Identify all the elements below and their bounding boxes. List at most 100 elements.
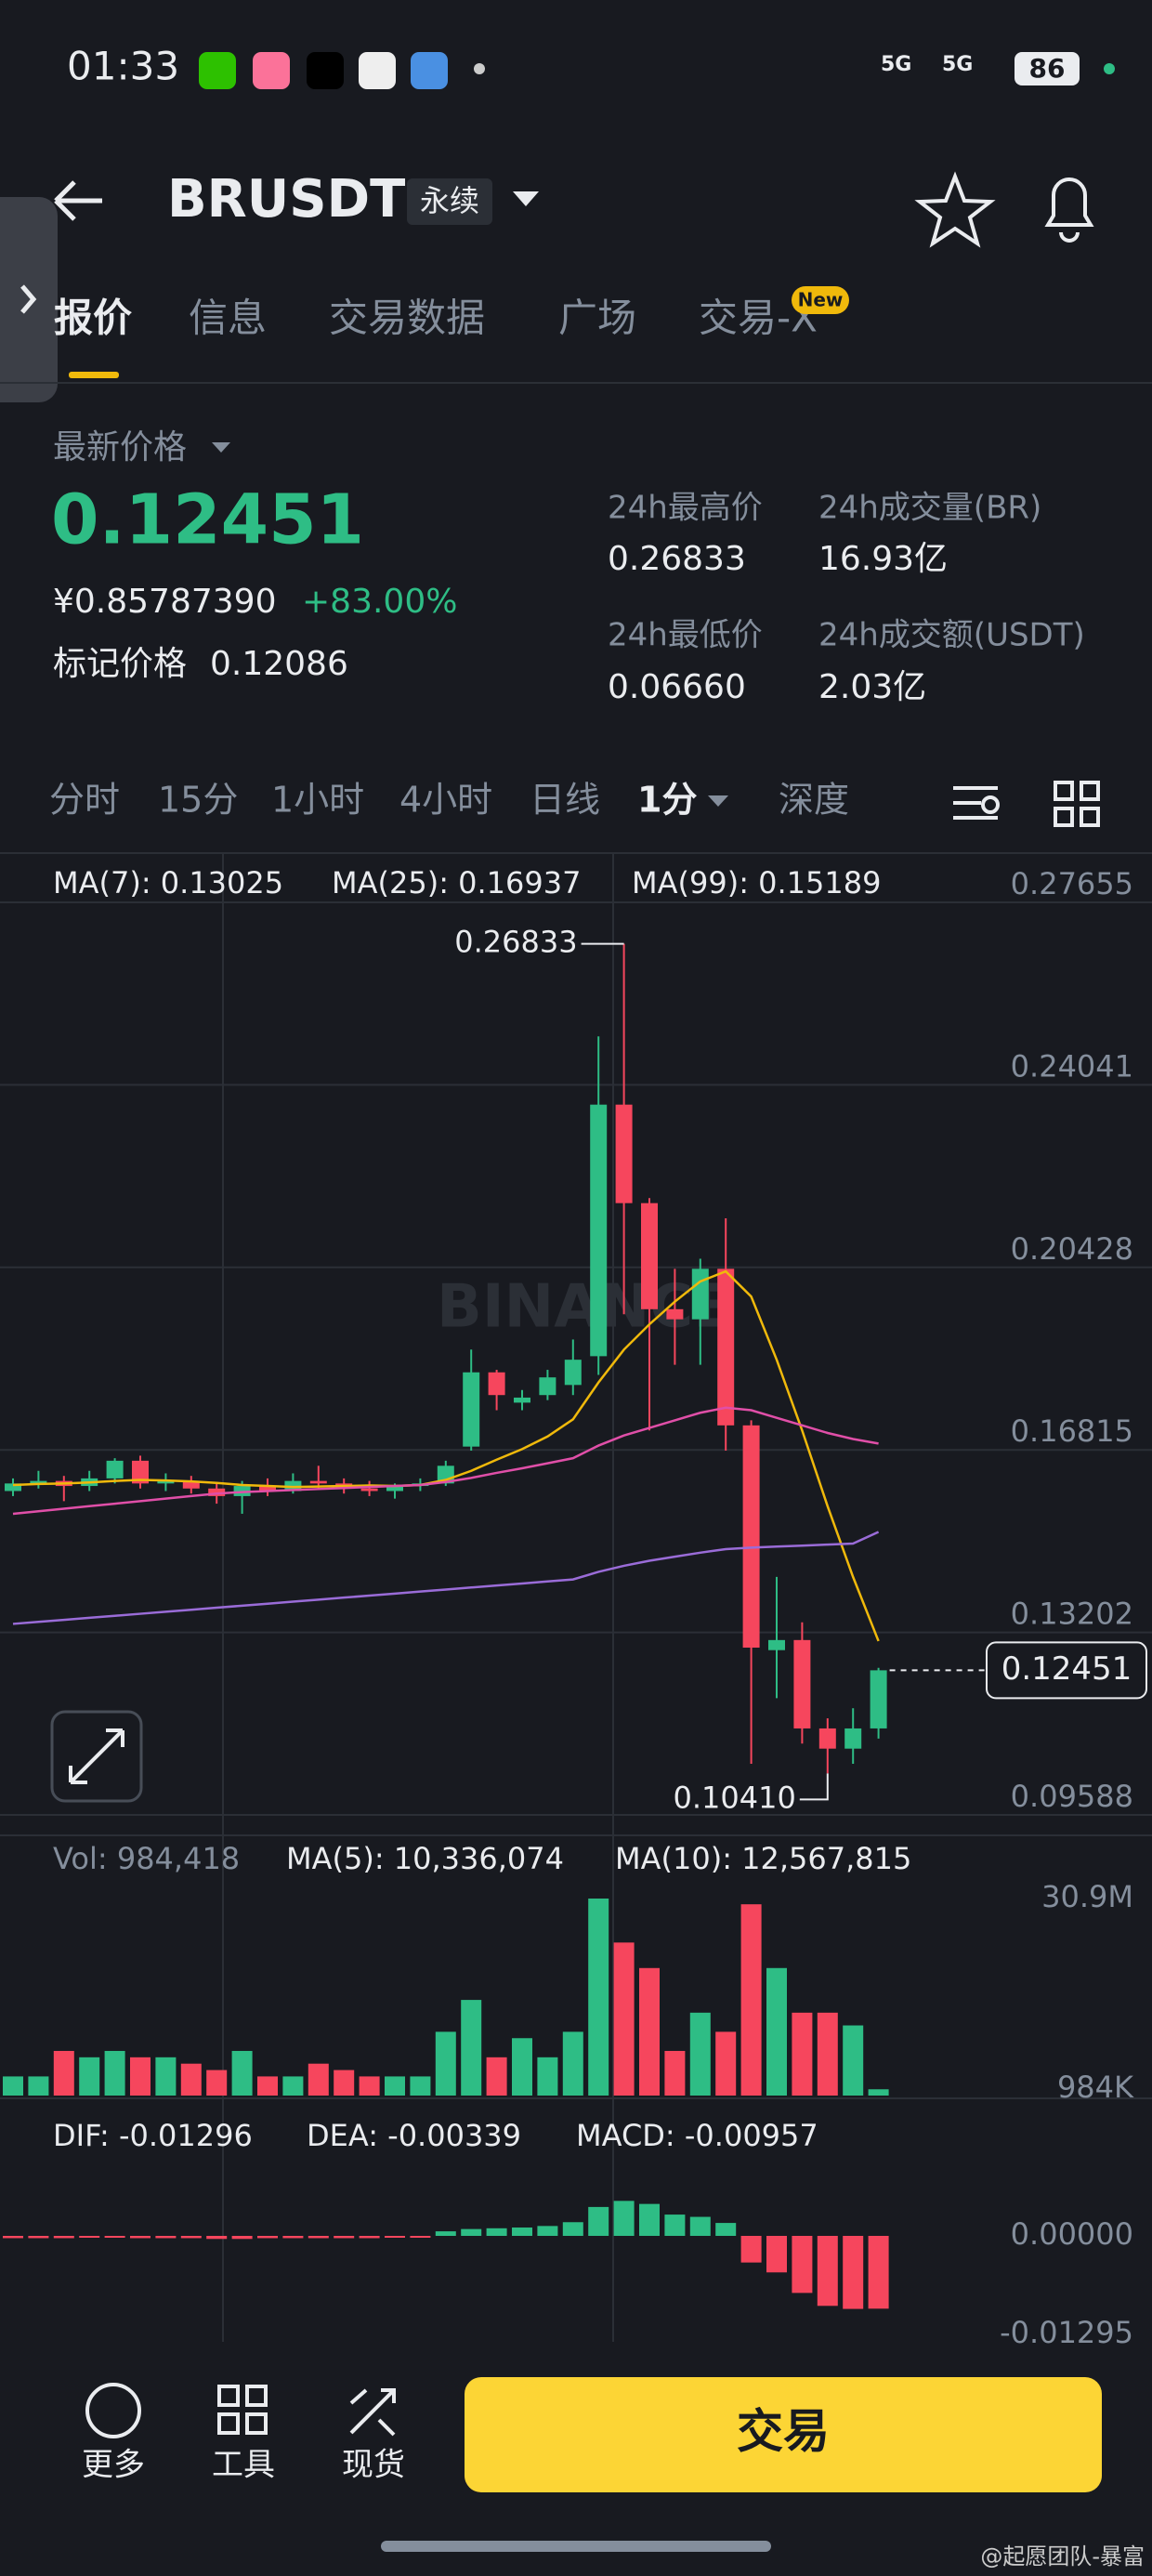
trade-button[interactable] <box>465 2377 1102 2492</box>
price-dropdown[interactable] <box>212 442 230 453</box>
candle-body <box>132 1460 149 1484</box>
volume-bar <box>562 2031 583 2096</box>
candle-body <box>106 1460 124 1479</box>
volume-bar <box>410 2076 431 2096</box>
timeframe[interactable]: 日线 <box>530 780 600 821</box>
macd-bar <box>689 2216 711 2236</box>
indicator-settings[interactable] <box>953 786 1000 820</box>
macd-bar <box>588 2206 609 2236</box>
volume-bar <box>639 1967 660 2096</box>
tab[interactable]: 广场 <box>558 296 636 341</box>
macd-bar <box>817 2236 838 2307</box>
bottom-item[interactable]: 现货 <box>342 2447 405 2484</box>
y-tick-label: 0.16815 <box>1011 1413 1133 1449</box>
price-label[interactable]: 最新价格 <box>53 428 187 467</box>
y-tick-label: 0.24041 <box>1011 1048 1133 1084</box>
tools-icon[interactable] <box>217 2385 268 2435</box>
fullscreen[interactable] <box>50 1710 143 1803</box>
macd-bar <box>792 2236 813 2293</box>
volume-bar <box>435 2031 456 2096</box>
trade-button-label: 交易 <box>737 2405 830 2459</box>
timeframe[interactable]: 4小时 <box>399 780 492 821</box>
candle-body <box>666 1308 684 1320</box>
last-price: 0.12451 <box>51 480 364 560</box>
legend-entry: MA(10): 12,567,815 <box>615 1841 911 1876</box>
volume-bar <box>486 2057 507 2096</box>
side-drawer[interactable] <box>0 197 58 402</box>
macd-bar <box>180 2236 202 2239</box>
candle-body <box>768 1639 785 1650</box>
macd-bar <box>843 2236 864 2309</box>
volume-bar <box>689 2012 711 2096</box>
stat-label: 24h最高价 <box>608 490 763 527</box>
candle-body <box>30 1480 47 1484</box>
candle-body <box>463 1372 480 1447</box>
cny-price: ¥0.85787390 <box>53 583 277 621</box>
symbol-dropdown[interactable] <box>513 191 539 206</box>
volume-bar <box>28 2076 49 2096</box>
volume-bar <box>104 2050 125 2096</box>
macd-bar <box>282 2236 304 2239</box>
timeframe-dropdown[interactable] <box>708 795 728 807</box>
macd-bar <box>385 2236 405 2238</box>
home-indicator <box>381 2541 771 2552</box>
legend-entry: MA(25): 0.16937 <box>332 865 581 900</box>
legend-entry: MA(99): 0.15189 <box>632 865 881 900</box>
battery-level: 86 <box>1029 53 1066 84</box>
candle-body <box>691 1268 709 1320</box>
legend-entry: Vol: 984,418 <box>53 1841 240 1876</box>
candle-body <box>870 1670 887 1728</box>
candle-body <box>488 1372 505 1396</box>
volume-bar <box>334 2070 355 2096</box>
volume-bar <box>792 2012 813 2096</box>
dot <box>1104 63 1115 74</box>
macd-bar <box>486 2228 507 2236</box>
contract-badge <box>407 178 492 225</box>
candle-body <box>793 1639 811 1728</box>
network: 5G <box>942 53 973 76</box>
macd-bar <box>410 2236 431 2238</box>
ma-line <box>12 1269 880 1642</box>
more-icon[interactable] <box>85 2383 141 2438</box>
spot-icon[interactable] <box>349 2388 396 2437</box>
timeframe[interactable]: 分时 <box>49 780 120 821</box>
symbol[interactable]: BRUSDT <box>167 169 405 230</box>
layout-toggle[interactable] <box>1054 781 1100 827</box>
macd-bar <box>130 2236 151 2239</box>
last-price-label: 0.12451 <box>1001 1650 1132 1688</box>
timeframe[interactable]: 15分 <box>158 780 238 821</box>
macd-bar <box>512 2227 532 2236</box>
high-marker: 0.26833 <box>454 925 577 960</box>
bottom-item[interactable]: 更多 <box>82 2447 145 2484</box>
ma-line <box>12 1406 879 1516</box>
bottom-item[interactable]: 工具 <box>212 2447 275 2484</box>
macd-bar <box>206 2236 228 2240</box>
chart-watermark: BINANCE <box>437 1273 734 1342</box>
tab[interactable]: 交易数据 <box>329 296 485 341</box>
back-button[interactable] <box>54 180 102 221</box>
macd-bar <box>715 2223 737 2236</box>
macd-bar <box>334 2236 355 2239</box>
candle-body <box>259 1486 276 1492</box>
volume-bar <box>53 2050 74 2096</box>
volume-bar <box>282 2076 304 2096</box>
ma-line <box>12 1531 880 1625</box>
favorite[interactable] <box>914 171 996 248</box>
macd-bar <box>639 2203 660 2236</box>
volume-bar <box>664 2050 686 2096</box>
candle-body <box>564 1360 582 1386</box>
candle-body <box>208 1488 226 1496</box>
timeframe-active[interactable]: 1分 <box>637 780 697 821</box>
timeframe[interactable]: 深度 <box>779 780 849 821</box>
tab[interactable]: 报价 <box>54 296 132 341</box>
volume-bar <box>461 2000 482 2096</box>
volume-bar <box>766 1967 787 2096</box>
tab[interactable]: 信息 <box>189 296 267 341</box>
alert[interactable] <box>1044 177 1094 243</box>
macd-bar <box>257 2236 278 2239</box>
timeframe[interactable]: 1小时 <box>271 780 364 821</box>
macd-bar <box>613 2201 635 2236</box>
stat-label: 24h成交额(USDT) <box>818 617 1085 654</box>
macd-bar <box>740 2236 762 2263</box>
